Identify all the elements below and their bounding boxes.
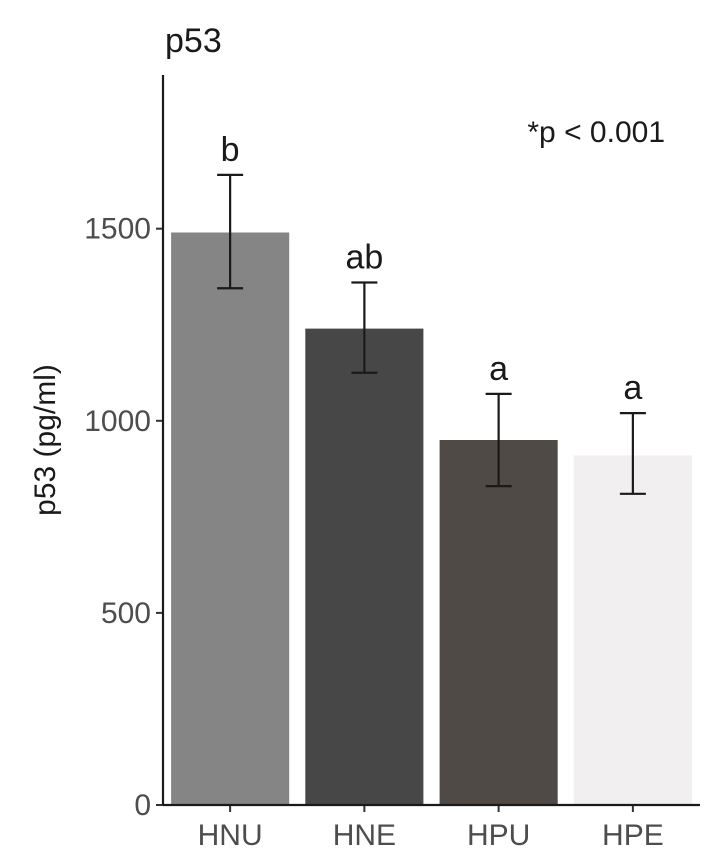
y-tick-label: 0 — [134, 789, 151, 822]
x-tick-label-hpu: HPU — [467, 819, 530, 852]
x-tick-label-hpe: HPE — [602, 819, 664, 852]
significance-label-hpu: a — [489, 350, 508, 388]
y-axis-label: p53 (pg/ml) — [29, 364, 62, 516]
bar-hpe — [573, 455, 692, 805]
y-tick-label: 500 — [101, 597, 151, 630]
error-bar-hne — [351, 281, 378, 374]
significance-label-hne: ab — [345, 239, 383, 277]
significance-label-hpe: a — [623, 369, 642, 407]
error-bar-hpe — [619, 412, 646, 495]
bar-hne — [305, 328, 424, 805]
significance-label-hnu: b — [221, 131, 240, 169]
x-tick-label-hnu: HNU — [198, 819, 263, 852]
y-tick-label: 1000 — [84, 405, 151, 438]
bar-hpu — [439, 440, 558, 805]
error-bar-hpu — [485, 392, 512, 488]
y-tick-label: 1500 — [84, 213, 151, 246]
p-value-annotation: *p < 0.001 — [527, 116, 665, 149]
chart-title: p53 — [165, 22, 222, 60]
error-bar-hnu — [217, 173, 244, 290]
bar-hnu — [171, 232, 290, 805]
x-tick-label-hne: HNE — [333, 819, 396, 852]
